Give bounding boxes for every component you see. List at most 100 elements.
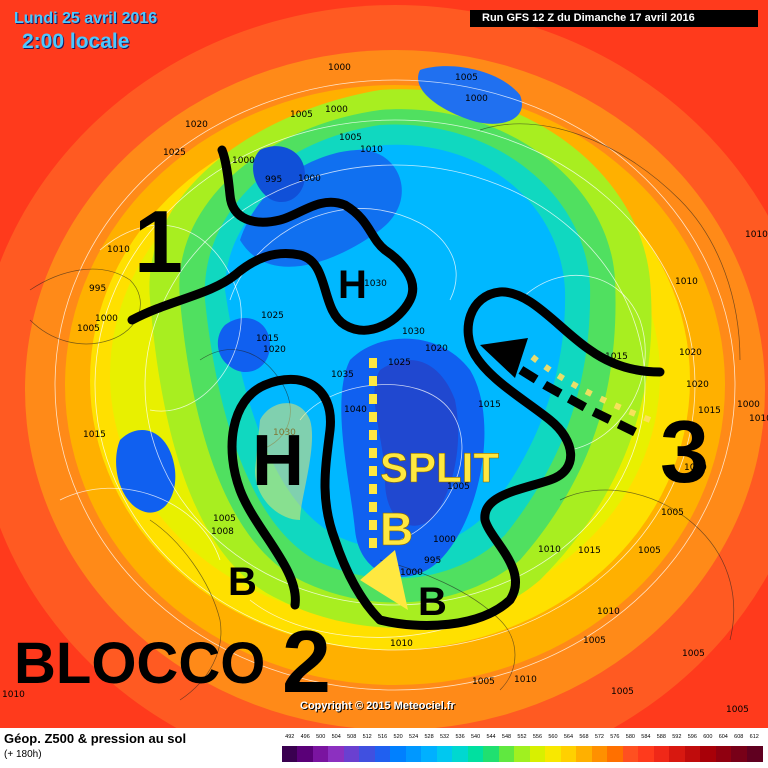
legend-value-label: 504 [331, 734, 341, 740]
legend-value-label: 536 [455, 734, 465, 740]
copyright-notice: Copyright © 2015 Meteociel.fr [300, 700, 455, 712]
pressure-label: 1010 [675, 277, 698, 287]
legend-swatch [529, 746, 546, 762]
pressure-label: 1000 [298, 174, 321, 184]
label-b-yellow: B [380, 503, 413, 555]
pressure-label: 1008 [211, 527, 234, 537]
pressure-label: 1005 [726, 705, 749, 715]
legend-swatch [545, 746, 562, 762]
trough-line-1 [127, 145, 418, 335]
legend-swatch [653, 746, 670, 762]
pressure-label: 1040 [344, 405, 367, 415]
legend-value-label: 532 [439, 734, 450, 740]
pressure-label: 1020 [185, 120, 208, 130]
legend-value-label: 508 [347, 734, 357, 740]
pressure-label: 1005 [638, 546, 661, 556]
pressure-label: 1000 [95, 314, 118, 324]
legend-swatch [467, 746, 484, 762]
legend-swatch [374, 746, 391, 762]
label-number-3: 3 [660, 402, 709, 501]
legend-swatch [746, 746, 763, 762]
label-blocco: BLOCCO [14, 631, 265, 696]
legend-swatch [483, 746, 500, 762]
pressure-label: 1010 [745, 230, 768, 240]
pressure-label: 1010 [684, 463, 707, 473]
pressure-label: 1000 [325, 105, 348, 115]
legend-value-label: 572 [594, 734, 604, 740]
pressure-label: 995 [265, 175, 282, 185]
legend-value-label: 500 [316, 734, 326, 740]
pressure-label: 1015 [578, 546, 601, 556]
pressure-label: 1000 [232, 156, 255, 166]
legend-swatch [591, 746, 608, 762]
legend-swatch [638, 746, 655, 762]
legend-swatch [731, 746, 748, 762]
pressure-label: 1015 [256, 334, 279, 344]
pressure-labels: 1000 1005 1000 1005 1000 1005 1020 1025 … [2, 63, 768, 715]
forecast-date: Lundi 25 avril 2016 [14, 10, 158, 27]
legend-swatch [607, 746, 624, 762]
legend-value-label: 528 [424, 734, 434, 740]
pressure-label: 995 [89, 284, 106, 294]
arrow-3 [480, 338, 652, 437]
pressure-label: 1005 [661, 508, 684, 518]
pressure-label: 1020 [425, 344, 448, 354]
label-b-lower-left: B [228, 560, 257, 604]
legend-swatch [560, 746, 577, 762]
pressure-label: 1010 [107, 245, 130, 255]
legend-value-label: 584 [641, 734, 651, 740]
legend-swatch [282, 746, 298, 762]
pressure-label: 995 [424, 556, 441, 566]
pressure-label: 1005 [682, 649, 705, 659]
pressure-label: 1010 [538, 545, 561, 555]
legend-swatch [700, 746, 717, 762]
pressure-label: 1005 [611, 687, 634, 697]
pressure-label: 1005 [290, 110, 313, 120]
model-run-label: Run GFS 12 Z du Dimanche 17 avril 2016 [470, 10, 758, 27]
pressure-label: 1025 [261, 311, 284, 321]
forecast-time: 2:00 locale [22, 30, 130, 53]
legend-value-labels: 492 496 500 504 508 512 516 520 524 528 532 536 540 5… [282, 734, 762, 744]
legend-swatch [576, 746, 593, 762]
label-split: SPLIT [380, 444, 499, 491]
legend-value-label: 600 [703, 734, 713, 740]
legend-value-label: 556 [532, 734, 543, 740]
legend-value-label: 512 [362, 734, 372, 740]
legend-value-label: 612 [749, 734, 759, 740]
legend-value-label: 576 [610, 734, 620, 740]
pressure-label: 1005 [213, 514, 236, 524]
legend-swatch [514, 746, 531, 762]
legend-swatch [622, 746, 639, 762]
label-h-north: H [338, 263, 367, 307]
legend-value-label: 492 [285, 734, 295, 740]
legend-value-label: 588 [656, 734, 666, 740]
pressure-label: 1000 [328, 63, 351, 73]
legend-value-label: 604 [718, 734, 728, 740]
legend-value-label: 568 [579, 734, 589, 740]
ridge-line-2 [227, 287, 665, 630]
geopotential-map: 1000 1005 1000 1005 1000 1005 1020 1025 … [0, 5, 768, 728]
annotation-labels: 1 2 3 H H B B B SPLIT BLOCCO [14, 192, 709, 711]
pressure-label: 1030 [364, 279, 387, 289]
pressure-label: 1010 [390, 639, 413, 649]
pressure-label: 1020 [263, 345, 286, 355]
pressure-label: 1000 [433, 535, 456, 545]
legend-title: Géop. Z500 & pression au sol [4, 731, 187, 746]
pressure-label: 1035 [331, 370, 354, 380]
pressure-label: 1005 [583, 636, 606, 646]
yellow-h-region [255, 403, 313, 520]
legend-value-label: 520 [393, 734, 403, 740]
pressure-label: 1010 [2, 690, 25, 700]
legend-swatch [669, 746, 686, 762]
pressure-label: 1010 [597, 607, 620, 617]
legend-value-label: 548 [501, 734, 512, 740]
legend-swatch [452, 746, 469, 762]
label-h-big: H [252, 421, 304, 501]
label-number-2: 2 [282, 612, 331, 711]
pressure-label: 1020 [686, 380, 709, 390]
legend-swatch [390, 746, 407, 762]
pressure-label: 1010 [514, 675, 537, 685]
legend-swatch [312, 746, 329, 762]
pressure-label: 1000 [400, 568, 423, 578]
